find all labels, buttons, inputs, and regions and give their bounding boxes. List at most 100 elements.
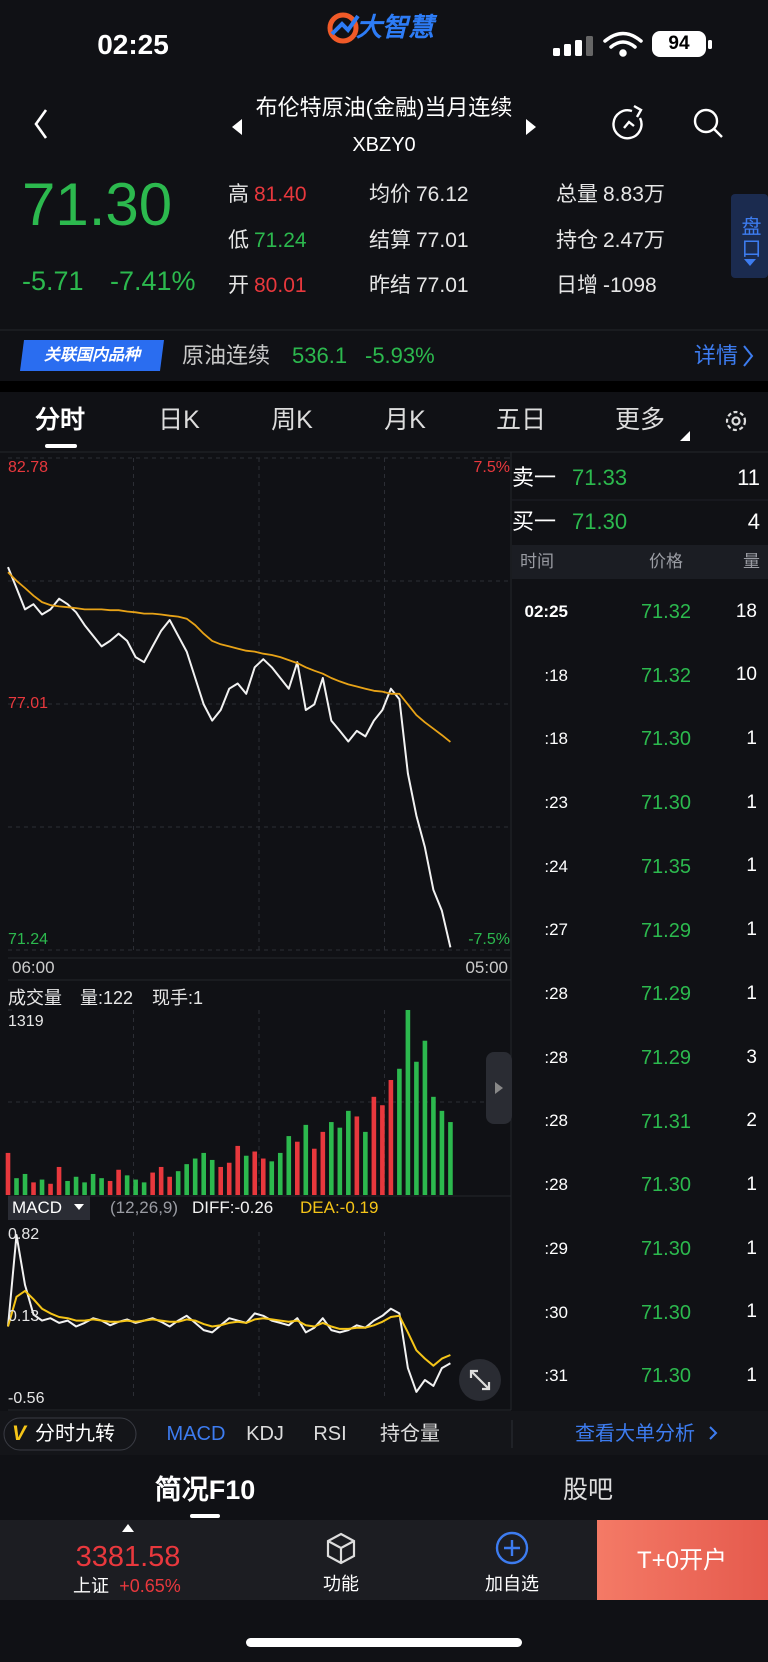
trade-volume: 18 [735, 600, 757, 622]
volume-bar [48, 1183, 53, 1195]
volume-bar [82, 1182, 87, 1195]
volume-bar [269, 1161, 275, 1195]
trade-time: :29 [544, 1238, 568, 1258]
related-name: 原油连续 [182, 342, 271, 368]
app-logo: 大智慧 [355, 12, 435, 43]
trade-time: :28 [544, 984, 568, 1003]
panel-button[interactable]: 盘口 [738, 216, 760, 260]
brand-name[interactable]: 分时九转 [35, 1423, 115, 1445]
chart-tab[interactable]: 月K [384, 406, 426, 434]
trade-volume: 2 [746, 1110, 757, 1132]
volume-bar [150, 1172, 155, 1195]
volume-bar [218, 1166, 224, 1195]
trade-volume: 1 [746, 855, 757, 877]
index-arrow [122, 1524, 134, 1532]
indicator-tab[interactable]: KDJ [246, 1423, 284, 1445]
panel-button-bg[interactable] [731, 194, 768, 278]
signal-bar [553, 48, 560, 56]
chart-tab[interactable]: 更多 [614, 406, 666, 434]
chart-tab[interactable]: 分时 [34, 406, 86, 434]
y-tick-label: 0.13 [8, 1308, 40, 1326]
macd-params: (12,26,9) [110, 1197, 179, 1217]
volume-bar [192, 1158, 198, 1195]
volume-bar [158, 1166, 164, 1195]
grid-decor [8, 458, 510, 1400]
analysis-link[interactable]: 查看大单分析 [575, 1423, 695, 1445]
volume-bar [405, 1010, 411, 1195]
next-contract[interactable] [526, 119, 536, 135]
trade-price: 71.30 [640, 728, 691, 751]
indicator-tab[interactable]: 持仓量 [380, 1423, 440, 1445]
prev-contract[interactable] [232, 119, 242, 135]
trade-volume: 10 [735, 664, 757, 686]
brand-pill[interactable] [3, 1417, 137, 1451]
volume-bar [22, 1173, 28, 1195]
chart-tab[interactable]: 日K [158, 406, 200, 434]
stat-value: 76.12 [416, 183, 469, 207]
volume-bar [337, 1127, 343, 1195]
tab-underline [45, 444, 77, 448]
indicator-tab[interactable]: RSI [313, 1423, 347, 1445]
stat-label: 总量 [556, 183, 598, 207]
volume-bar [346, 1110, 351, 1195]
y2-tick-label: -7.5% [468, 931, 510, 949]
last-price: 71.30 [22, 171, 173, 238]
y-tick-label: -0.56 [8, 1390, 45, 1408]
stat-label: 高 [228, 183, 249, 207]
macd-title[interactable]: MACD [12, 1197, 63, 1217]
bottom-tab[interactable]: 简况F10 [154, 1474, 256, 1505]
separator [0, 381, 768, 392]
settings-button[interactable] [725, 410, 747, 432]
trade-price: 71.30 [640, 1301, 691, 1324]
volume-bar [39, 1179, 45, 1195]
related-link[interactable]: 详情 [693, 342, 738, 368]
stat-label: 低 [228, 229, 249, 253]
related-chevron[interactable] [743, 345, 754, 367]
volume-bar [354, 1116, 360, 1195]
trade-price: 71.30 [640, 1238, 691, 1260]
trade-volume: 1 [746, 1237, 757, 1259]
volume-bar [226, 1162, 232, 1195]
y-tick-label: 71.24 [8, 931, 49, 949]
trade-time: :31 [544, 1366, 568, 1386]
volume-title: 成交量 [8, 988, 62, 1009]
order-label: 买一 [512, 508, 557, 534]
stat-label: 结算 [369, 229, 411, 253]
order-volume: 4 [747, 508, 760, 534]
chart-tab[interactable]: 周K [271, 406, 313, 434]
volume-bar [439, 1110, 445, 1195]
trades-header: 量 [743, 551, 760, 571]
refresh-button[interactable] [612, 104, 643, 140]
volume-bar [73, 1176, 79, 1195]
cta-label[interactable]: T+0开户 [636, 1546, 728, 1574]
more-arrow [680, 431, 690, 441]
trade-price: 71.30 [640, 792, 691, 815]
y-tick-label: 77.01 [8, 695, 49, 713]
footer-button[interactable]: 功能 [323, 1574, 359, 1595]
volume-bar [252, 1151, 258, 1195]
back-button[interactable] [34, 109, 48, 139]
stat-value: 8.83万 [603, 183, 665, 207]
volume-bar [116, 1169, 121, 1195]
footer-button[interactable]: 加自选 [485, 1574, 539, 1595]
chart-tab[interactable]: 五日 [495, 406, 547, 434]
price-change-pct: -7.41% [110, 265, 196, 296]
trade-volume: 1 [746, 1365, 757, 1386]
trade-time: :30 [544, 1302, 568, 1322]
volume-bar [303, 1124, 309, 1195]
macd-selector-arrow [74, 1204, 84, 1210]
trade-volume: 1 [746, 1173, 757, 1195]
tab-underline [190, 1514, 220, 1518]
cta-button[interactable] [597, 1520, 768, 1600]
macd-selector-bg[interactable] [8, 1196, 90, 1220]
indicator-tab[interactable]: MACD [166, 1423, 226, 1445]
volume-bar [388, 1079, 394, 1195]
search-button[interactable] [693, 108, 723, 138]
trade-time: :28 [544, 1047, 568, 1067]
stat-value: 2.47万 [603, 229, 665, 253]
trade-price: 71.29 [640, 1046, 691, 1069]
trade-price: 71.32 [640, 601, 691, 623]
volume-bar [209, 1159, 215, 1195]
bottom-tab[interactable]: 股吧 [562, 1476, 614, 1504]
stat-value: 77.01 [416, 229, 469, 253]
